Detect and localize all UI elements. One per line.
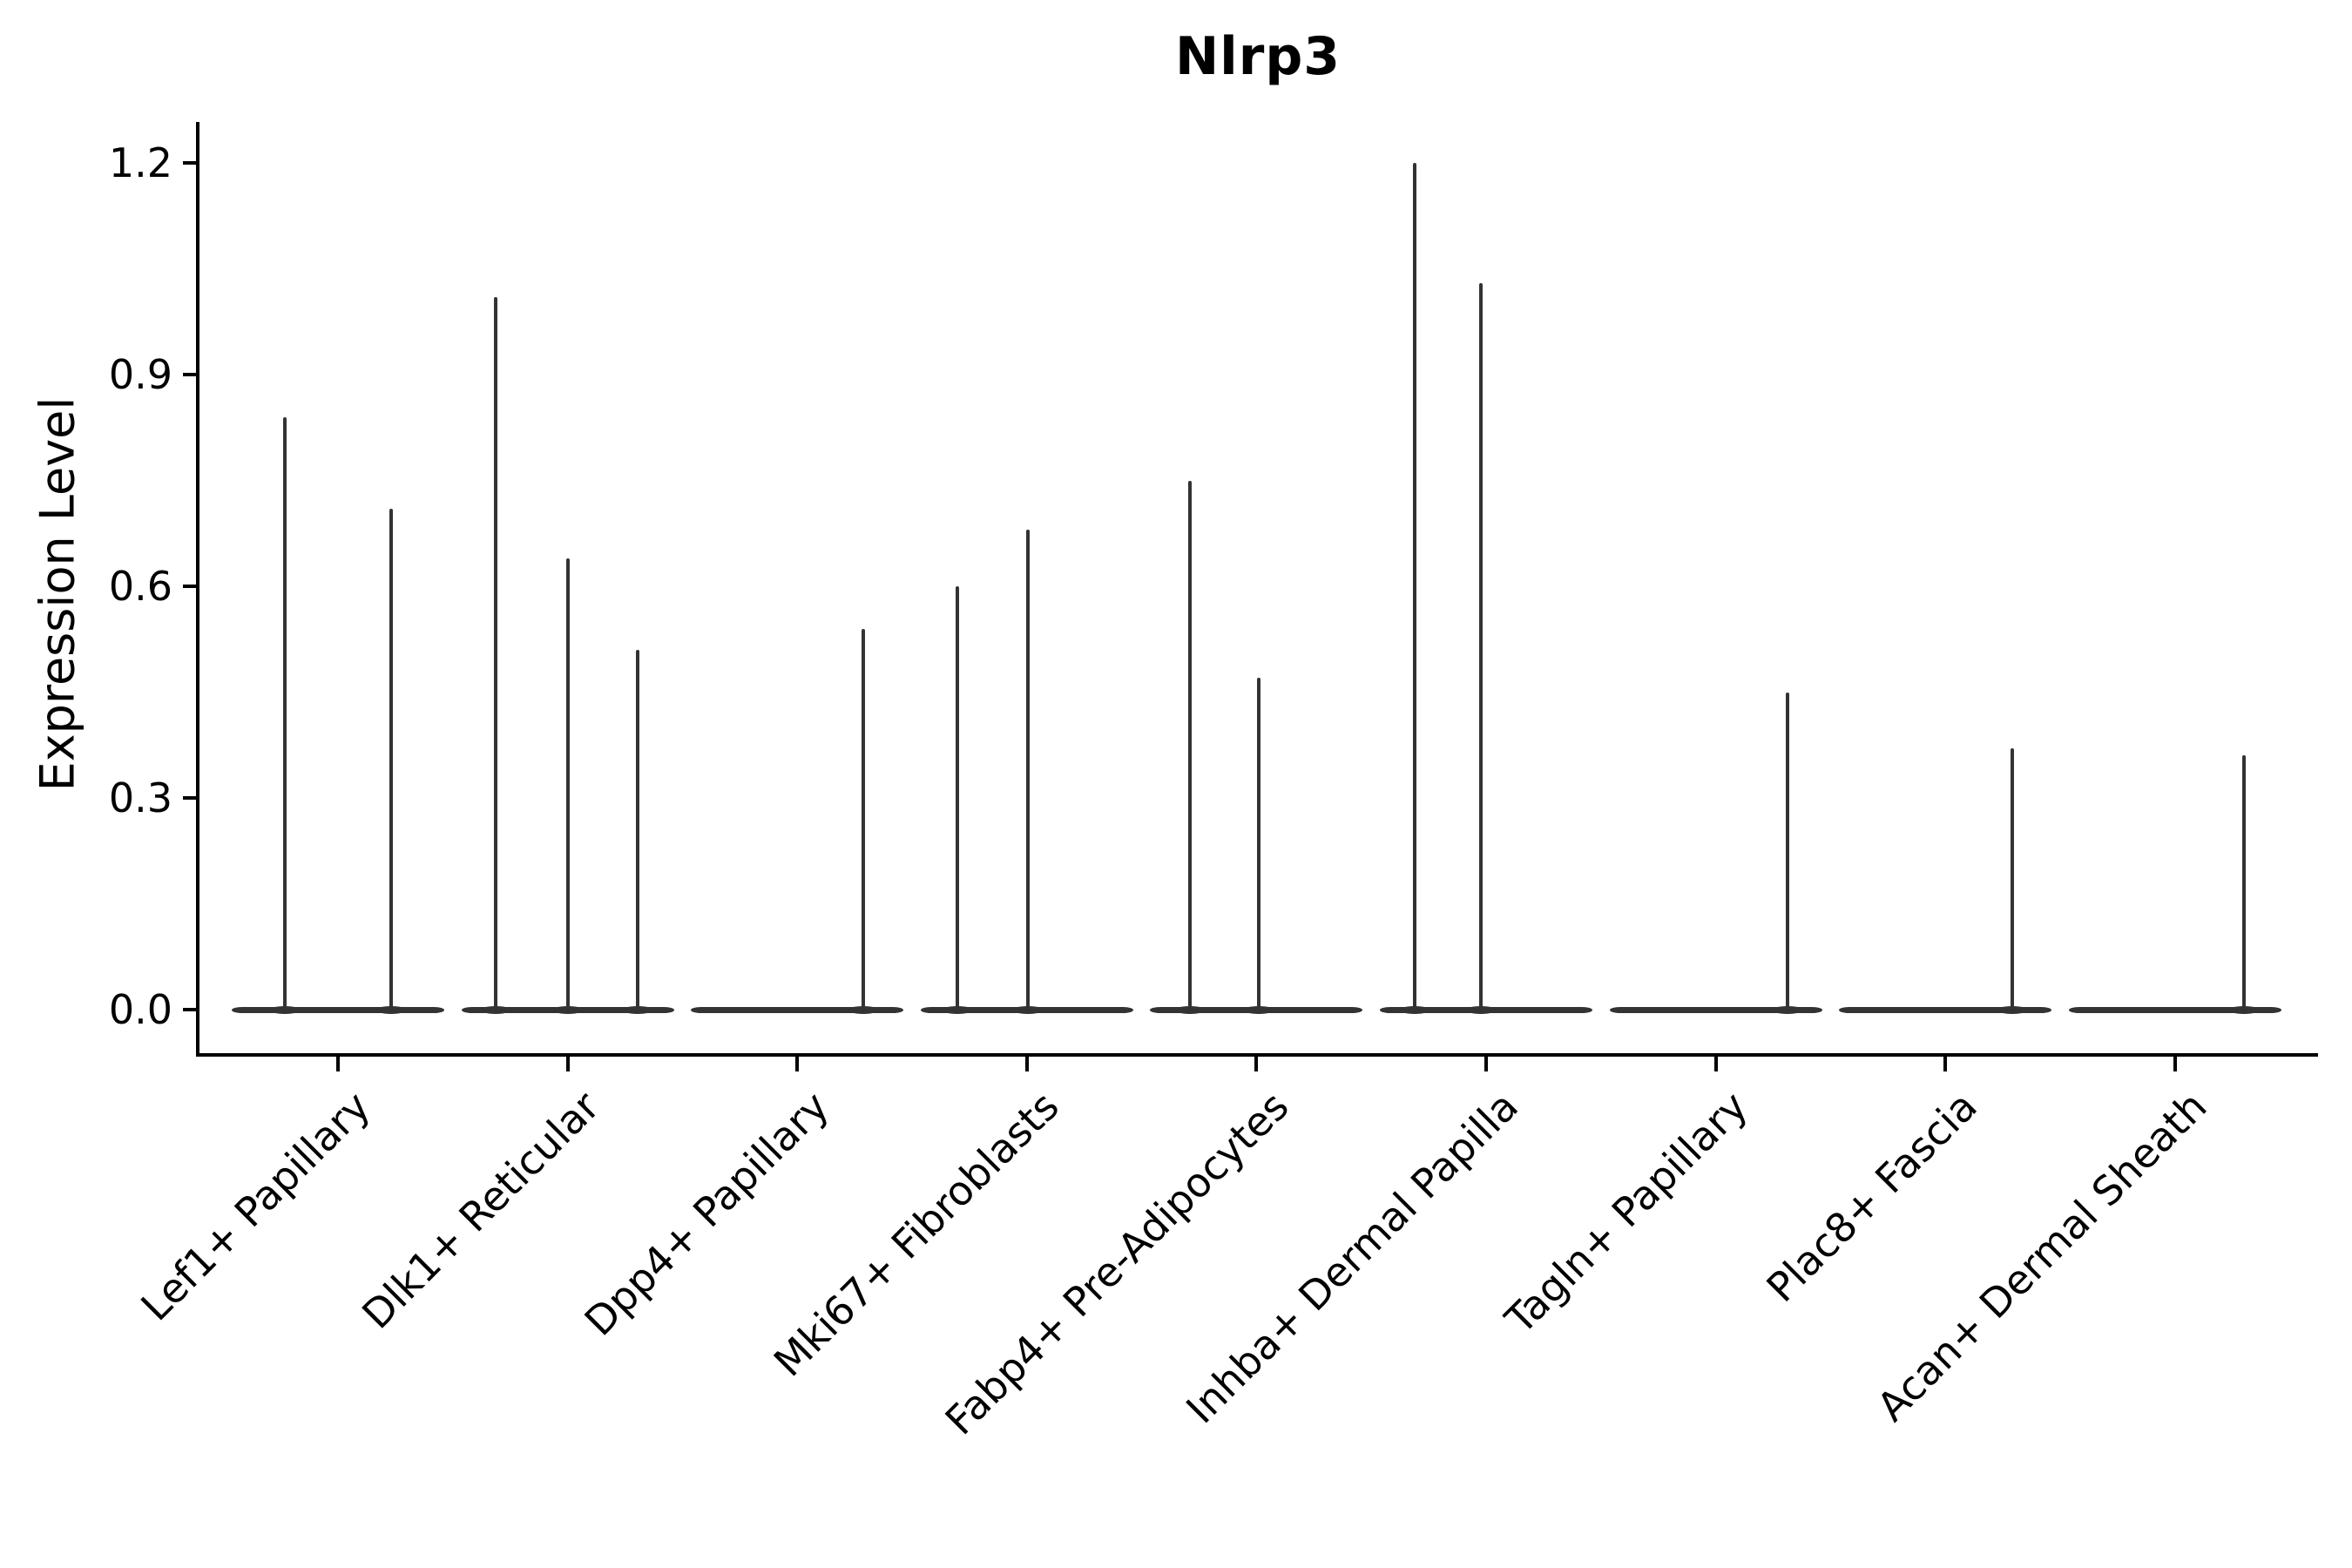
violin-spike — [955, 586, 959, 1010]
y-tick-label: 0.0 — [108, 986, 172, 1033]
y-tick-label: 0.3 — [108, 774, 172, 821]
violin-spike — [565, 558, 570, 1010]
violin-spike — [1188, 480, 1193, 1010]
y-tick — [183, 373, 196, 376]
x-tick — [1024, 1057, 1029, 1071]
x-tick-label: Tagln+ Papillary — [1496, 1082, 1757, 1343]
y-tick-label: 1.2 — [108, 139, 172, 186]
x-tick — [1943, 1057, 1948, 1071]
x-tick-label: Plac8+ Fascia — [1757, 1082, 1986, 1311]
y-tick — [183, 796, 196, 800]
violin-spike — [389, 508, 393, 1010]
violin-base-bump — [1771, 1005, 1803, 1014]
violin-base-bump — [621, 1005, 653, 1014]
violin-base-bump — [1011, 1005, 1044, 1014]
violin-spike — [1413, 163, 1416, 1010]
violin-base-bump — [1174, 1005, 1206, 1014]
violin-base-bump — [941, 1005, 973, 1014]
violin-spike — [1479, 282, 1483, 1010]
x-tick — [336, 1057, 340, 1071]
violin-spike — [862, 628, 866, 1010]
violin-base-bump — [551, 1005, 584, 1014]
violin-baseline — [691, 1006, 904, 1013]
violin-baseline — [2068, 1006, 2281, 1013]
violin-base-bump — [1243, 1005, 1275, 1014]
x-tick — [1254, 1057, 1259, 1071]
x-tick — [1484, 1057, 1488, 1071]
x-tick-label: Lef1+ Papillary — [131, 1082, 379, 1330]
y-tick — [183, 585, 196, 588]
y-tick-label: 0.9 — [108, 351, 172, 398]
x-axis-spine — [196, 1053, 2318, 1057]
x-tick — [1713, 1057, 1718, 1071]
y-axis-spine — [196, 122, 199, 1057]
violin-spike — [1025, 530, 1030, 1010]
violin-base-bump — [479, 1005, 511, 1014]
x-tick-label: Dpp4+ Papillary — [575, 1082, 838, 1345]
violin-baseline — [1839, 1006, 2052, 1013]
chart-title: Nlrp3 — [1174, 26, 1342, 87]
y-tick — [183, 161, 196, 165]
violin-spike — [2011, 748, 2015, 1010]
violin-spike — [2241, 755, 2246, 1010]
violin-spike — [1785, 692, 1789, 1010]
violin-spike — [283, 416, 287, 1010]
x-tick — [565, 1057, 570, 1071]
violin-baseline — [232, 1006, 444, 1013]
x-tick — [795, 1057, 800, 1071]
violin-spike — [1257, 678, 1261, 1010]
x-tick-label: Dlk1+ Reticular — [353, 1082, 609, 1338]
violin-base-bump — [1997, 1005, 2029, 1014]
y-tick-label: 0.6 — [108, 563, 172, 610]
violin-base-bump — [848, 1005, 880, 1014]
violin-spike — [493, 296, 497, 1010]
violin-base-bump — [1399, 1005, 1430, 1014]
violin-base-bump — [1465, 1005, 1497, 1014]
x-tick — [2173, 1057, 2177, 1071]
violin-baseline — [1609, 1006, 1822, 1013]
violin-base-bump — [269, 1005, 301, 1014]
violin-spike — [635, 649, 639, 1010]
violin-base-bump — [2227, 1005, 2260, 1014]
y-tick — [183, 1008, 196, 1011]
violin-base-bump — [375, 1005, 407, 1014]
